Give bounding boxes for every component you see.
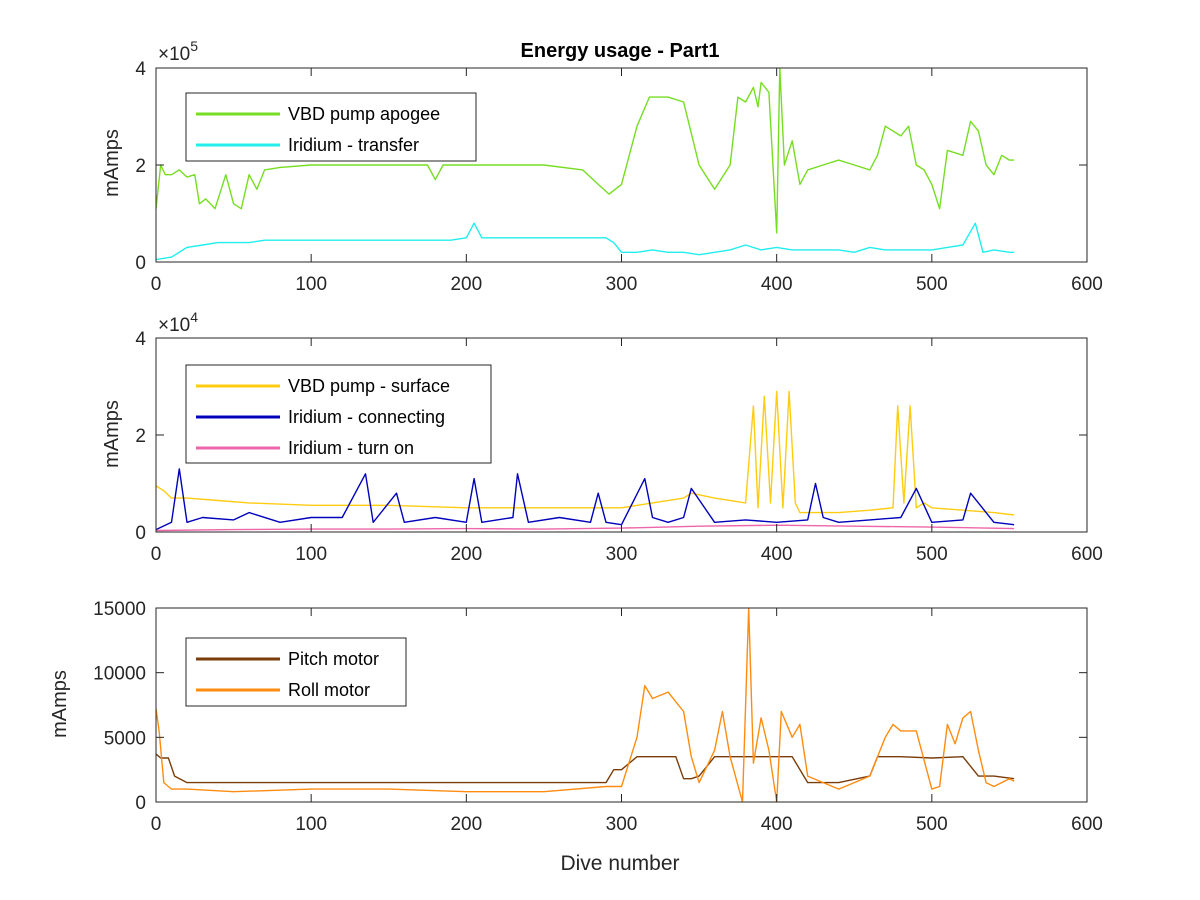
series-line-roll-motor [156,608,1015,802]
y-axis-exponent: ×104 [158,309,198,336]
series-group [156,68,1015,261]
y-axis-exponent-base: ×10 [158,315,190,336]
legend-label: Iridium - turn on [288,438,414,458]
x-tick-label: 600 [1071,274,1103,295]
x-tick-label: 400 [761,274,793,295]
series-group [156,608,1015,802]
subplot-vbd-apogee-iridium-transfer: Energy usage - Part1 mAmps ×105 0 100 200 3… [101,38,1103,295]
x-tick-label: 600 [1071,814,1103,835]
chart-title: Energy usage - Part1 [521,40,720,62]
y-tick-label: 0 [135,253,146,274]
y-tick-label: 0 [135,523,146,544]
x-tick-label: 500 [916,814,948,835]
x-tick-label: 100 [295,274,327,295]
x-tick-label: 400 [761,544,793,565]
series-line-vbd-pump-apogee [156,68,1015,234]
y-tick-label: 15000 [93,599,146,620]
y-axis-exponent-base: ×10 [158,44,190,65]
series-group [156,390,1015,532]
x-tick-label: 0 [151,274,162,295]
y-tick-label: 0 [135,793,146,814]
y-tick-label: 10000 [93,664,146,685]
x-axis-label: Dive number [560,852,679,875]
x-tick-label: 200 [450,274,482,295]
legend: Pitch motor Roll motor [185,637,407,707]
y-axis-exponent-power: 5 [190,38,198,54]
y-tick-label: 4 [135,59,146,80]
x-tick-label: 600 [1071,544,1103,565]
x-tick-label: 200 [450,814,482,835]
series-line-iridium-connecting [156,468,1015,531]
legend-label: VBD pump apogee [288,104,440,124]
legend-label: Roll motor [288,680,370,700]
legend: VBD pump apogee Iridium - transfer [185,92,477,162]
y-tick-label: 5000 [104,728,146,749]
legend-label: Iridium - transfer [288,135,419,155]
x-tick-label: 300 [606,814,638,835]
legend-label: Iridium - connecting [288,407,445,427]
y-tick-label: 2 [135,426,146,447]
series-line-iridium-transfer [156,222,1015,261]
x-tick-label: 300 [606,544,638,565]
x-tick-label: 0 [151,544,162,565]
series-line-pitch-motor [156,753,1015,784]
y-axis-exponent-power: 4 [190,309,198,325]
x-tick-label: 400 [761,814,793,835]
y-axis-label: mAmps [49,670,71,738]
y-axis-label: mAmps [101,400,123,468]
subplot-pitch-roll-motor: mAmps Dive number 0 100 200 300 400 500 600 0 50… [49,599,1103,875]
x-tick-label: 500 [916,544,948,565]
legend-box [185,637,407,707]
legend-box [185,92,477,162]
y-tick-label: 4 [135,329,146,350]
series-line-iridium-turn-on [156,524,1015,532]
y-axis-label: mAmps [101,129,123,197]
x-tick-label: 100 [295,814,327,835]
x-tick-label: 500 [916,274,948,295]
legend-label: VBD pump - surface [288,376,450,396]
x-tick-label: 300 [606,274,638,295]
legend: VBD pump - surface Iridium - connecting Ir… [185,364,492,464]
x-tick-label: 0 [151,814,162,835]
x-tick-label: 200 [450,544,482,565]
legend-label: Pitch motor [288,649,379,669]
series-line-vbd-pump-surface [156,390,1015,516]
x-tick-label: 100 [295,544,327,565]
y-axis-exponent: ×105 [158,38,198,65]
y-tick-label: 2 [135,156,146,177]
